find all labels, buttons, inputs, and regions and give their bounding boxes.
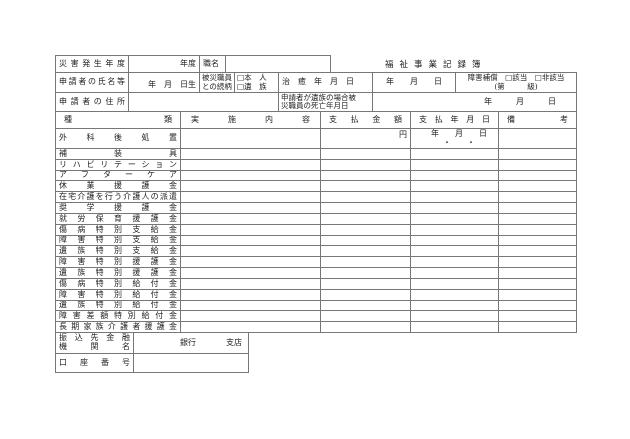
type-aftercare-surgery: 外科後処置 [55,128,181,149]
address-field[interactable] [128,92,279,112]
disability-compensation: 障害補償 □該当 □非該当 (第 級) [455,72,577,93]
bank-field[interactable]: 銀行 支店 [133,332,249,354]
job-title-field[interactable] [225,55,331,73]
payment-date-text: 年 月 日 [431,128,487,138]
death-date-field[interactable]: 年 月 日 [372,92,577,112]
column-header-type: 種類 [55,111,181,129]
payment-date-cell[interactable] [410,321,499,333]
payment-date-dots: ・ ・ [443,137,475,147]
column-header-content: 実施内容 [180,111,321,129]
bank-suffix: 銀行 [180,337,196,347]
relation-label: 被災職員 との続柄 [199,72,235,93]
content-cell[interactable] [180,128,321,149]
bank-label: 振込先金融 機関名 [55,332,134,354]
notes-cell[interactable] [498,321,577,333]
address-label: 申請者の住所 [55,92,129,112]
death-date-label: 申請者が遺族の場合被 災職員の死亡年月日 [278,92,373,112]
cure-date-label: 治 癒 年 月 日 [278,72,373,93]
death-label-line: 災職員の死亡年月日 [281,101,349,110]
notes-cell[interactable] [498,128,577,149]
relation-options: □本 人 □遺 族 [234,72,279,93]
branch-suffix: 支店 [226,337,242,347]
cure-date-field[interactable]: 年 月 日 [372,72,456,93]
death-label-line: 申請者が遺族の場合被 [281,92,356,102]
bank-label-line: 振込先金融 [59,333,130,343]
column-header-notes: 備考 [498,111,577,129]
amount-cell[interactable]: 円 [320,128,411,149]
account-number-label: 口座番号 [55,353,134,373]
disaster-year-label: 災害発生年度 [55,55,129,73]
applicant-birth-field[interactable]: 年 月 日生 [128,72,200,93]
relation-label-line: との続柄 [202,81,232,91]
applicant-name-label: 申請者の氏名等 [55,72,129,93]
job-title-label: 職名 [199,55,226,73]
payment-date-cell[interactable]: 年 月 日・ ・ [410,128,499,149]
amount-cell[interactable] [320,321,411,333]
account-number-field[interactable] [133,353,249,373]
bank-label-line: 機関名 [59,342,130,351]
disability-checkboxes[interactable]: 障害補償 □該当 □非該当 [467,73,565,83]
page-title: 福祉事業記録簿 [385,60,487,70]
disability-grade: (第 級) [494,81,538,91]
relation-checkbox-family[interactable]: □遺 族 [237,81,267,91]
relation-label-line: 被災職員 [202,73,232,83]
column-header-date: 支払年月日 [410,111,499,129]
column-header-amount: 支払金額 [320,111,411,129]
disaster-year-field[interactable]: 年度 [128,55,200,73]
relation-checkbox-self[interactable]: □本 人 [237,73,267,83]
